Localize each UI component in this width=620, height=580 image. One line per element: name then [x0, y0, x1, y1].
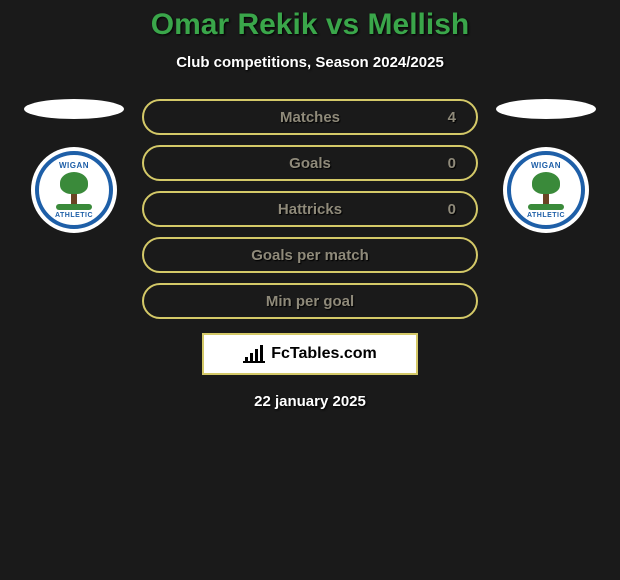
- club-badge-left: WIGAN ATHLETIC: [31, 147, 117, 233]
- left-column: WIGAN ATHLETIC: [24, 99, 124, 233]
- stat-value-right: 0: [448, 155, 456, 172]
- comparison-card: Omar Rekik vs Mellish Club competitions,…: [0, 0, 620, 580]
- stat-label: Matches: [280, 109, 340, 126]
- stat-value-right: 0: [448, 201, 456, 218]
- club-badge-right: WIGAN ATHLETIC: [503, 147, 589, 233]
- badge-text-top: WIGAN: [59, 161, 89, 170]
- stat-row-matches: Matches 4: [142, 99, 478, 135]
- subtitle: Club competitions, Season 2024/2025: [0, 54, 620, 71]
- bar-chart-icon: [243, 345, 265, 363]
- badge-inner: WIGAN ATHLETIC: [507, 151, 585, 229]
- stat-row-goals: Goals 0: [142, 145, 478, 181]
- tree-icon: [526, 170, 566, 210]
- right-column: WIGAN ATHLETIC: [496, 99, 596, 233]
- stat-row-gpm: Goals per match: [142, 237, 478, 273]
- player-photo-right: [496, 99, 596, 119]
- player-photo-left: [24, 99, 124, 119]
- brand-box: FcTables.com: [202, 333, 418, 375]
- page-title: Omar Rekik vs Mellish: [0, 8, 620, 42]
- tree-icon: [54, 170, 94, 210]
- main-row: WIGAN ATHLETIC Matches 4 Goals 0: [0, 99, 620, 319]
- badge-inner: WIGAN ATHLETIC: [35, 151, 113, 229]
- stat-label: Hattricks: [278, 201, 342, 218]
- stats-column: Matches 4 Goals 0 Hattricks 0 Goals per …: [142, 99, 478, 319]
- stat-value-right: 4: [448, 109, 456, 126]
- badge-text-bottom: ATHLETIC: [527, 212, 565, 219]
- stat-label: Goals per match: [251, 247, 369, 264]
- brand-text: FcTables.com: [271, 345, 377, 363]
- stat-label: Min per goal: [266, 293, 354, 310]
- stat-row-mpg: Min per goal: [142, 283, 478, 319]
- stat-row-hattricks: Hattricks 0: [142, 191, 478, 227]
- badge-text-bottom: ATHLETIC: [55, 212, 93, 219]
- date-line: 22 january 2025: [0, 393, 620, 410]
- badge-text-top: WIGAN: [531, 161, 561, 170]
- stat-label: Goals: [289, 155, 331, 172]
